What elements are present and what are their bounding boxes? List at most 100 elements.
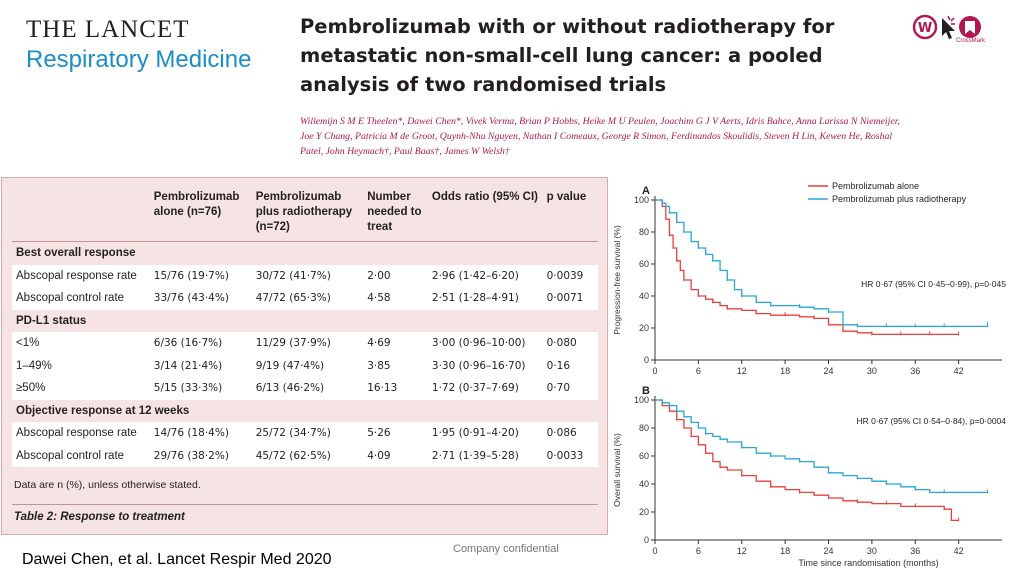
- confidential-label: Company confidential: [453, 543, 559, 555]
- response-table-panel: Pembrolizumab alone (n=76) Pembrolizumab…: [1, 177, 608, 535]
- table-cell: 6/13 (46·2%): [251, 377, 364, 400]
- table-cell: 3/14 (21·4%): [149, 354, 252, 377]
- table-row: Abscopal control rate 33/76 (43·4%) 47/72 …: [12, 287, 598, 310]
- panel-label: A: [642, 185, 650, 197]
- y-tick-label: 60: [639, 451, 649, 461]
- table-row: <1% 6/36 (16·7%) 11/29 (37·9%) 4·69 3·00 (0·…: [12, 332, 598, 355]
- x-tick-label: 36: [910, 366, 920, 376]
- table-cell: 2·00: [363, 264, 428, 287]
- x-tick-label: 0: [652, 546, 657, 556]
- crossmark-icon[interactable]: [959, 16, 981, 38]
- table-cell: 30/72 (41·7%): [251, 264, 364, 287]
- section-title: Best overall response: [16, 247, 136, 259]
- y-tick-label: 60: [639, 259, 649, 269]
- table-cell: 3·85: [363, 354, 428, 377]
- table-cell: 2·96 (1·42–6·20): [427, 264, 543, 287]
- table-cell: 4·69: [363, 332, 428, 355]
- y-tick-label: 80: [639, 423, 649, 433]
- table-cell: 5·26: [363, 422, 428, 445]
- table-caption: Table 2: Response to treatment: [14, 511, 185, 523]
- table-cell: 0·16: [542, 354, 598, 377]
- x-tick-label: 18: [780, 546, 790, 556]
- km-curves-svg: A 0 20 40 60 80 100 0 6 12 18 24 30 36 42 Progression-f…: [612, 181, 1006, 568]
- svg-text:W: W: [918, 21, 932, 36]
- x-tick-label: 42: [954, 546, 964, 556]
- table-cell: 6/36 (16·7%): [149, 332, 252, 355]
- response-table: Pembrolizumab alone (n=76) Pembrolizumab…: [12, 186, 598, 467]
- y-tick-label: 80: [639, 227, 649, 237]
- series-line-pembrolizumab-alone: [655, 399, 959, 522]
- section-title: Objective response at 12 weeks: [16, 404, 190, 417]
- x-tick-label: 30: [867, 546, 877, 556]
- table-cell: 0·0039: [542, 264, 598, 287]
- x-axis-label: Time since randomisation (months): [798, 558, 938, 568]
- table-cell: 0·0033: [542, 444, 598, 467]
- y-tick-label: 100: [634, 395, 649, 405]
- table-row: Abscopal control rate 29/76 (38·2%) 45/72 …: [12, 444, 598, 467]
- caption-divider: [12, 504, 598, 505]
- y-tick-label: 0: [644, 355, 649, 365]
- x-tick-label: 12: [737, 366, 747, 376]
- table-cell: 4·58: [363, 287, 428, 310]
- x-tick-label: 6: [696, 366, 701, 376]
- header-cell: Pembrolizumab alone (n=76): [149, 186, 252, 242]
- paper-title: Pembrolizumab with or without radiothera…: [300, 15, 835, 96]
- row-label: Abscopal control rate: [12, 287, 150, 310]
- table-section-row: Objective response at 12 weeks: [12, 400, 598, 423]
- table-cell: 1·72 (0·37–7·69): [427, 377, 543, 400]
- x-tick-label: 36: [910, 546, 920, 556]
- table-cell: 0·080: [542, 332, 598, 355]
- table-cell: 15/76 (19·7%): [149, 264, 252, 287]
- row-label: 1–49%: [12, 354, 150, 377]
- author-list: Willemijn S M E Theelen*, Dawei Chen*, V…: [300, 116, 900, 157]
- table-cell: 45/72 (62·5%): [251, 444, 364, 467]
- y-tick-label: 100: [634, 195, 649, 205]
- survival-charts: A 0 20 40 60 80 100 0 6 12 18 24 30 36 42 Progression-f…: [608, 170, 1024, 576]
- table-row: ≥50% 5/15 (33·3%) 6/13 (46·2%) 16·13 1·72 (0…: [12, 377, 598, 400]
- header-cell: [12, 186, 150, 242]
- journal-subtitle: Respiratory Medicine: [26, 46, 252, 73]
- cursor-icon: [942, 15, 955, 39]
- table-row: 1–49% 3/14 (21·4%) 9/19 (47·4%) 3·85 3·30 (0…: [12, 354, 598, 377]
- series-line-pembrolizumab-plus-radiotherapy: [655, 399, 988, 494]
- table-cell: 14/76 (18·4%): [149, 422, 252, 445]
- x-tick-label: 12: [737, 546, 747, 556]
- journal-name: THE LANCET: [26, 16, 190, 43]
- x-tick-label: 24: [823, 366, 833, 376]
- row-label: ≥50%: [12, 377, 150, 400]
- table-row: Abscopal response rate 14/76 (18·4%) 25/72…: [12, 422, 598, 445]
- table-cell: 47/72 (65·3%): [251, 287, 364, 310]
- y-tick-label: 20: [639, 323, 649, 333]
- crossmark-label: CrossMark: [956, 38, 986, 44]
- table-body: Best overall response Abscopal response r…: [12, 242, 598, 467]
- x-tick-label: 24: [823, 546, 833, 556]
- row-label: <1%: [12, 332, 150, 355]
- table-cell: 3·00 (0·96–10·00): [427, 332, 543, 355]
- series-line-pembrolizumab-plus-radiotherapy: [655, 199, 989, 328]
- row-label: Abscopal response rate: [12, 422, 150, 445]
- altmetric-icon[interactable]: W: [912, 14, 938, 40]
- y-axis-label: Progression-free survival (%): [612, 225, 622, 335]
- table-cell: 1·95 (0·91–4·20): [427, 422, 543, 445]
- table-cell: 3·30 (0·96–16·70): [427, 354, 543, 377]
- x-tick-label: 18: [780, 366, 790, 376]
- table-header-row: Pembrolizumab alone (n=76) Pembrolizumab…: [12, 186, 598, 242]
- table-cell: 9/19 (47·4%): [251, 354, 364, 377]
- x-tick-label: 42: [954, 366, 964, 376]
- table-cell: 0·70: [542, 377, 598, 400]
- table-footnote: Data are n (%), unless otherwise stated.: [14, 479, 201, 491]
- y-tick-label: 40: [639, 479, 649, 489]
- hazard-ratio-annotation: HR 0·67 (95% CI 0·45–0·99), p=0·045: [861, 279, 1006, 289]
- table-cell: 33/76 (43·4%): [149, 287, 252, 310]
- x-tick-label: 30: [867, 366, 877, 376]
- table-cell: 11/29 (37·9%): [251, 332, 364, 355]
- y-tick-label: 40: [639, 291, 649, 301]
- table-cell: 25/72 (34·7%): [251, 422, 364, 445]
- badge-bar: W: [912, 14, 981, 40]
- table-row: Abscopal response rate 15/76 (19·7%) 30/72…: [12, 264, 598, 287]
- table-cell: 0·086: [542, 422, 598, 445]
- table-section-row: PD-L1 status: [12, 310, 598, 333]
- row-label: Abscopal control rate: [12, 444, 150, 467]
- table-cell: 2·71 (1·39–5·28): [427, 444, 543, 467]
- legend-entry: Pembrolizumab plus radiotherapy: [832, 194, 967, 204]
